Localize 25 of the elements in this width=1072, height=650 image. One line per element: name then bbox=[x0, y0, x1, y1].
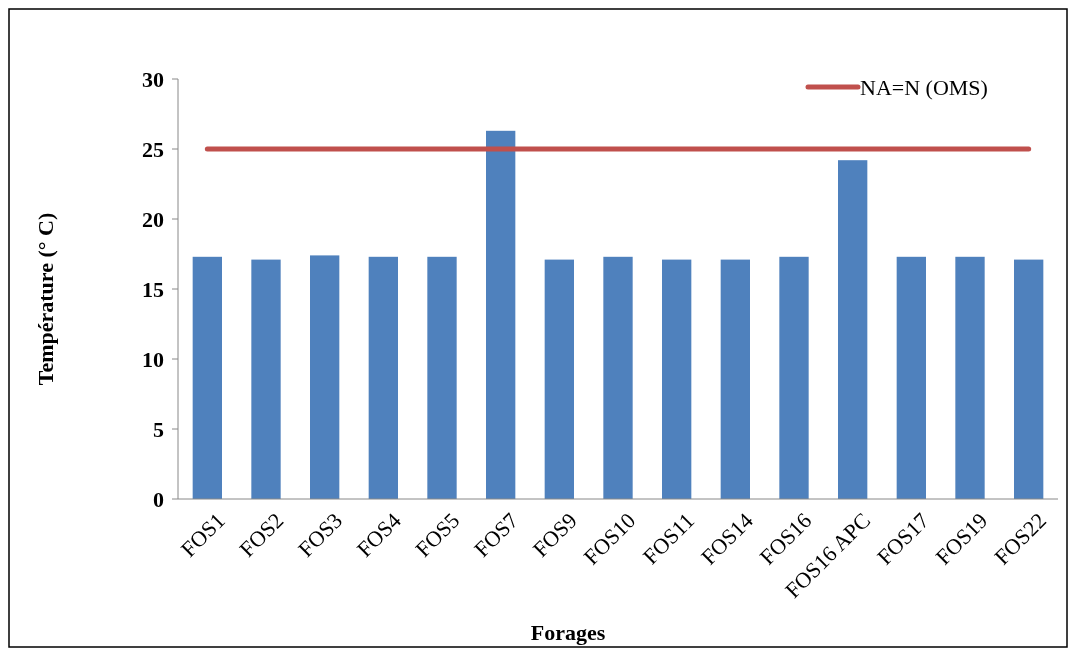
bar bbox=[720, 259, 750, 499]
y-tick-label: 25 bbox=[142, 136, 164, 162]
y-axis-title: Température (° C) bbox=[33, 212, 58, 386]
bar bbox=[544, 259, 574, 499]
bar bbox=[486, 130, 516, 499]
bar bbox=[427, 256, 457, 499]
y-tick-label: 0 bbox=[153, 486, 164, 512]
bar bbox=[192, 256, 222, 499]
bar bbox=[603, 256, 633, 499]
bar bbox=[251, 259, 281, 499]
bar bbox=[955, 256, 985, 499]
y-tick-label: 15 bbox=[142, 276, 164, 302]
bar bbox=[368, 256, 398, 499]
x-axis-title: Forages bbox=[530, 620, 606, 645]
bar bbox=[662, 259, 692, 499]
bar bbox=[838, 160, 868, 499]
bar bbox=[896, 256, 926, 499]
bar bbox=[310, 255, 340, 499]
y-tick-label: 20 bbox=[142, 206, 164, 232]
y-tick-label: 30 bbox=[142, 66, 164, 92]
y-tick-label: 10 bbox=[142, 346, 164, 372]
bar bbox=[1014, 259, 1044, 499]
y-tick-label: 5 bbox=[153, 416, 164, 442]
bar bbox=[779, 256, 809, 499]
legend-label: NA=N (OMS) bbox=[860, 74, 988, 100]
